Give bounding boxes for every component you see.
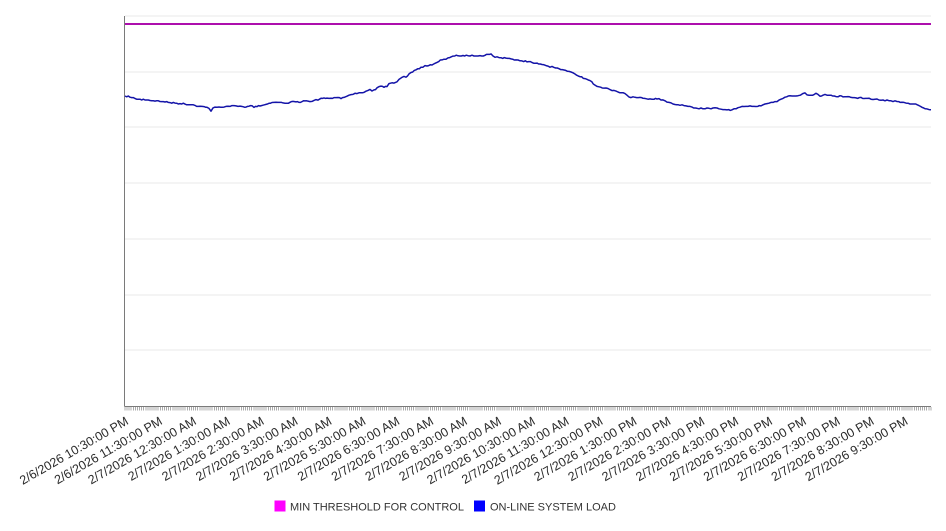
svg-text:ON-LINE SYSTEM LOAD: ON-LINE SYSTEM LOAD — [490, 501, 616, 513]
svg-text:MIN THRESHOLD FOR CONTROL: MIN THRESHOLD FOR CONTROL — [290, 501, 464, 513]
